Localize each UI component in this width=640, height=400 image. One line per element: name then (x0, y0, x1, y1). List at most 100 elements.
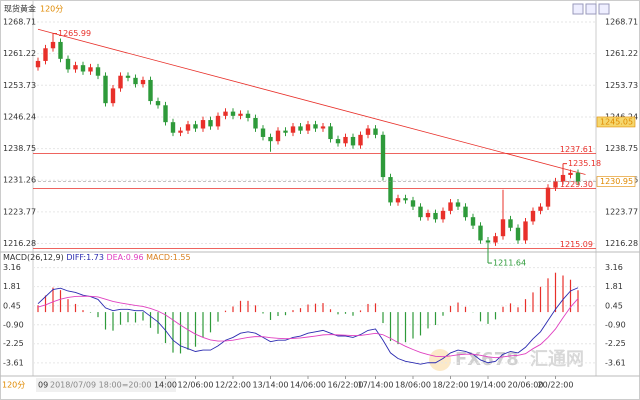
candle-body (545, 187, 551, 207)
y-tick-label: 1223.77 (605, 207, 638, 216)
macd-header-part: DEA: (106, 253, 125, 262)
point-label: 1265.99 (58, 29, 91, 38)
watermark-name: 汇通网 (530, 349, 584, 370)
candle-body (208, 120, 213, 127)
x-tick-label: 19/14:00 (470, 381, 506, 390)
candle-body (50, 41, 56, 49)
y-tick-label: -0.90 (605, 320, 626, 329)
candle-body (463, 206, 468, 218)
candle-body (455, 202, 461, 207)
candle-body (508, 219, 513, 228)
candle-body (155, 101, 161, 106)
candle-body (223, 111, 228, 116)
candle-body (560, 174, 566, 182)
y-tick-label: -3.61 (3, 358, 24, 367)
x-tick-label: 13/14:00 (253, 381, 289, 390)
cursor-day: 09 (38, 381, 48, 390)
candle-body (418, 206, 423, 218)
y-tick-label: 1.81 (3, 282, 21, 291)
y-tick-label: 0.45 (3, 301, 21, 310)
candle-body (275, 130, 281, 142)
candle-body (350, 136, 356, 146)
x-tick-label: 12/06:00 (178, 381, 214, 390)
y-tick-label: 3.16 (605, 263, 623, 272)
price-tag-label: 1245.05 (600, 117, 633, 126)
y-tick-label: 1253.73 (605, 81, 638, 90)
macd-header-part: MACD(26,12,9) (3, 253, 64, 262)
candle-body (403, 198, 408, 201)
candle-body (358, 134, 363, 146)
macd-header-part: MACD: (146, 253, 173, 262)
candle-body (118, 75, 123, 89)
x-tick-label: 18/06:00 (395, 381, 431, 390)
trend-line (37, 28, 586, 175)
x-tick-label: 18/22:00 (433, 381, 469, 390)
diff-line (37, 287, 579, 365)
candle-body (365, 128, 371, 135)
candle-body (230, 111, 236, 116)
candle-body (433, 212, 438, 220)
toolbar-icon[interactable] (598, 3, 610, 15)
candle-body (283, 130, 288, 133)
candle-body (43, 48, 48, 61)
y-tick-label: -2.25 (3, 339, 24, 348)
candle-body (298, 126, 303, 131)
price-tag (596, 116, 636, 128)
y-tick-label: 1.81 (605, 282, 623, 291)
y-tick-label: 1268.71 (3, 18, 36, 27)
chart-title: 现货黄金 (4, 4, 36, 14)
candle-body (313, 124, 318, 129)
candle-body (110, 88, 116, 104)
point-label: 1235.18 (568, 159, 601, 168)
y-tick-label: 1223.77 (3, 207, 36, 216)
candle-body (290, 126, 296, 133)
y-tick-label: 1268.71 (605, 18, 638, 27)
candle-body (95, 67, 101, 76)
macd-header-part: DIFF: (66, 253, 86, 262)
candle-body (425, 212, 431, 218)
candle-body (410, 200, 416, 207)
candle-body (485, 240, 491, 243)
dea-line (37, 295, 579, 359)
candle-body (238, 113, 243, 116)
y-tick-label: 1253.73 (3, 81, 36, 90)
x-tick-label: 14:00 (154, 381, 177, 390)
candle-body (328, 126, 333, 140)
price-tag (596, 176, 636, 187)
candle-body (268, 136, 273, 142)
candle-body (178, 130, 183, 133)
candle-body (215, 115, 221, 127)
candle-body (568, 172, 573, 175)
candle-body (515, 227, 521, 241)
candle-body (335, 139, 341, 144)
candle-body (260, 128, 266, 137)
candle-body (133, 77, 138, 85)
candle-body (80, 65, 86, 72)
candle-body (575, 172, 581, 182)
chart-period: 120分 (40, 5, 63, 14)
macd-header: MACD(26,12,9) DIFF:1.73 DEA:0.96 MACD:1.… (3, 253, 191, 262)
toolbar-icon[interactable] (572, 3, 584, 15)
x-tick-label: 20/22:00 (538, 381, 574, 390)
y-tick-label: 1246.24 (3, 112, 36, 121)
candle-body (35, 60, 41, 68)
candle-body (125, 75, 131, 78)
y-tick-label: 1216.28 (605, 239, 638, 248)
cursor-box (36, 378, 176, 392)
y-tick-label: -3.61 (605, 358, 626, 367)
macd-header-part: 1.73 (86, 253, 104, 262)
toolbar-icon[interactable] (585, 3, 597, 15)
candle-body (500, 219, 506, 237)
y-tick-label: -0.90 (3, 320, 24, 329)
candle-body (245, 113, 251, 118)
y-tick-label: 1261.22 (605, 49, 638, 58)
y-tick-label: 1238.75 (3, 144, 36, 153)
candle-body (163, 105, 168, 123)
candle-body (530, 210, 536, 222)
y-tick-label: -2.25 (605, 339, 626, 348)
price-tag-label: 1230.95 (600, 177, 633, 186)
candle-body (65, 58, 71, 70)
candle-body (380, 134, 386, 178)
